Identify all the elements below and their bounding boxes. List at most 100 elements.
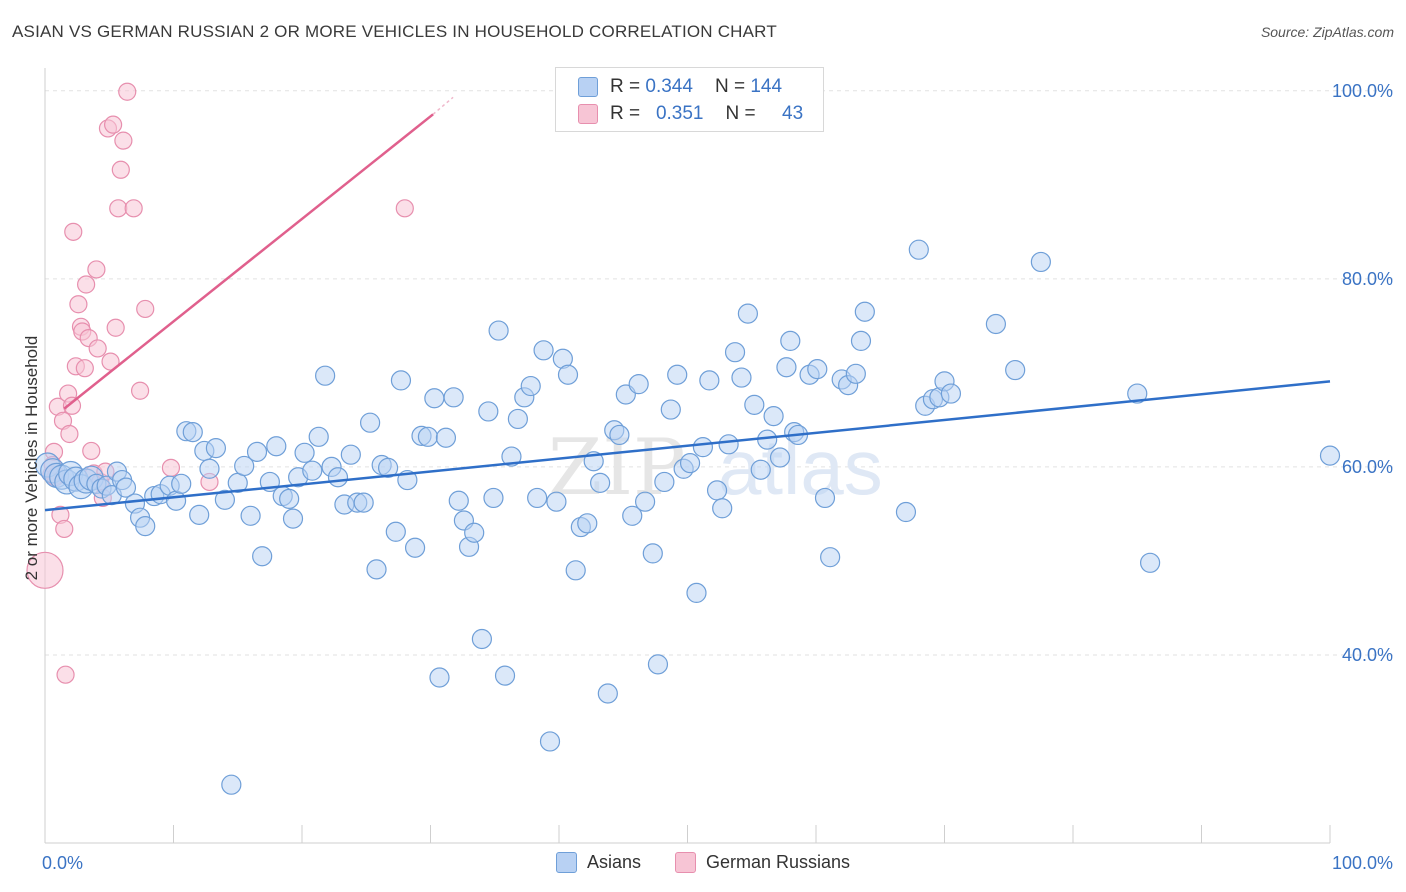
asians-point [1005, 359, 1026, 381]
trend-lines [44, 96, 1331, 512]
german-russians-point [109, 199, 128, 218]
asians-point [165, 490, 187, 511]
asians-point [404, 537, 426, 558]
asians-point [464, 522, 485, 543]
asians-point [501, 446, 522, 467]
german-russians-point [88, 339, 107, 358]
asians-point [443, 387, 464, 408]
asians-point [429, 667, 450, 688]
asians-point [424, 388, 445, 409]
asians-point [520, 375, 541, 397]
asians-point [435, 427, 457, 448]
german-russians-point [69, 295, 88, 314]
asians-point [533, 340, 554, 361]
asians-point [302, 460, 323, 481]
asians-point [214, 489, 235, 510]
german-russians-points [26, 82, 414, 684]
german-russians-point [26, 551, 64, 589]
asians-point [622, 505, 643, 526]
asians-point [776, 357, 797, 378]
asians-point [488, 320, 509, 341]
asians-point [686, 582, 707, 603]
asians-point [940, 383, 962, 404]
asians-point [908, 239, 929, 260]
asians-point [985, 313, 1007, 335]
legend-item-asians: Asians [555, 852, 641, 873]
asians-point [845, 363, 866, 384]
asians-point [750, 459, 771, 480]
asians-trend-line [44, 380, 1331, 512]
german-russians-point [55, 519, 74, 539]
german-russians-point [60, 424, 79, 444]
german-russians-point [124, 199, 143, 218]
grid-lines [45, 90, 1394, 656]
r-value: 0.344 [645, 76, 693, 97]
asians-point [282, 508, 304, 529]
german-russians-point [64, 222, 83, 241]
asians-points [34, 239, 1341, 795]
asians-point [763, 406, 784, 427]
german-russians-point [62, 396, 82, 415]
asians-point [234, 455, 255, 477]
legend-row-asians: R = 0.344 N = 144 [578, 74, 782, 100]
n-label: N = [714, 76, 746, 97]
asians-point [737, 303, 758, 324]
source-label: Source: ZipAtlas.com [1260, 24, 1394, 40]
asians-point [654, 471, 675, 493]
asians-point [199, 458, 220, 479]
asians-point [706, 480, 728, 501]
asians-point [115, 477, 137, 498]
german-russians-point [111, 160, 130, 179]
german-russians-swatch [578, 104, 598, 124]
asians-point [895, 501, 917, 523]
asians-point [539, 731, 561, 752]
asians-point [182, 422, 203, 443]
asians-point [628, 374, 649, 395]
asians-point [527, 487, 548, 509]
asians-point [448, 490, 469, 511]
asians-point [724, 342, 746, 363]
asians-point [315, 365, 336, 386]
asians-point [731, 367, 752, 388]
asians-point [769, 447, 791, 468]
asians-point [340, 444, 361, 465]
asians-point [189, 504, 210, 525]
asians-point [557, 364, 579, 385]
asians-point [385, 521, 406, 542]
asians-point [1127, 383, 1148, 404]
r-value: 0.351 [655, 103, 704, 124]
stats-legend: R = 0.344 N = 144 R = 0.351 N = 43 [555, 67, 824, 132]
asians-point [483, 487, 504, 509]
y-axis-title: 2 or more Vehicles in Household [22, 335, 41, 581]
german-russians-point [395, 199, 414, 218]
german-russians-point [104, 115, 123, 134]
asians-swatch [555, 852, 577, 873]
asians-point [642, 543, 663, 564]
asians-point [377, 457, 399, 478]
german-russians-point [118, 82, 137, 101]
asians-point [417, 426, 439, 447]
asians-point [814, 487, 836, 509]
asians-point [667, 364, 688, 385]
asians-point [240, 505, 261, 526]
asians-point [850, 330, 872, 352]
r-label: R = [610, 103, 641, 124]
asians-point [478, 401, 499, 422]
asians-point [327, 467, 349, 488]
asians-point [221, 774, 242, 795]
asians-point [577, 513, 598, 534]
n-label: N = [725, 103, 756, 124]
asians-point [1030, 251, 1051, 273]
asians-point [266, 436, 287, 457]
asians-point [171, 473, 192, 494]
german-russians-point [56, 665, 75, 684]
asians-point [565, 560, 586, 581]
asians-point [471, 628, 492, 650]
asians-point [494, 665, 516, 686]
asians-point [294, 442, 315, 463]
asians-point [308, 426, 329, 447]
y-tick-label: 80.0% [1342, 269, 1393, 289]
asians-point [353, 492, 374, 513]
asians-point [1139, 552, 1161, 573]
legend-item-german-russians: German Russians [674, 852, 850, 873]
